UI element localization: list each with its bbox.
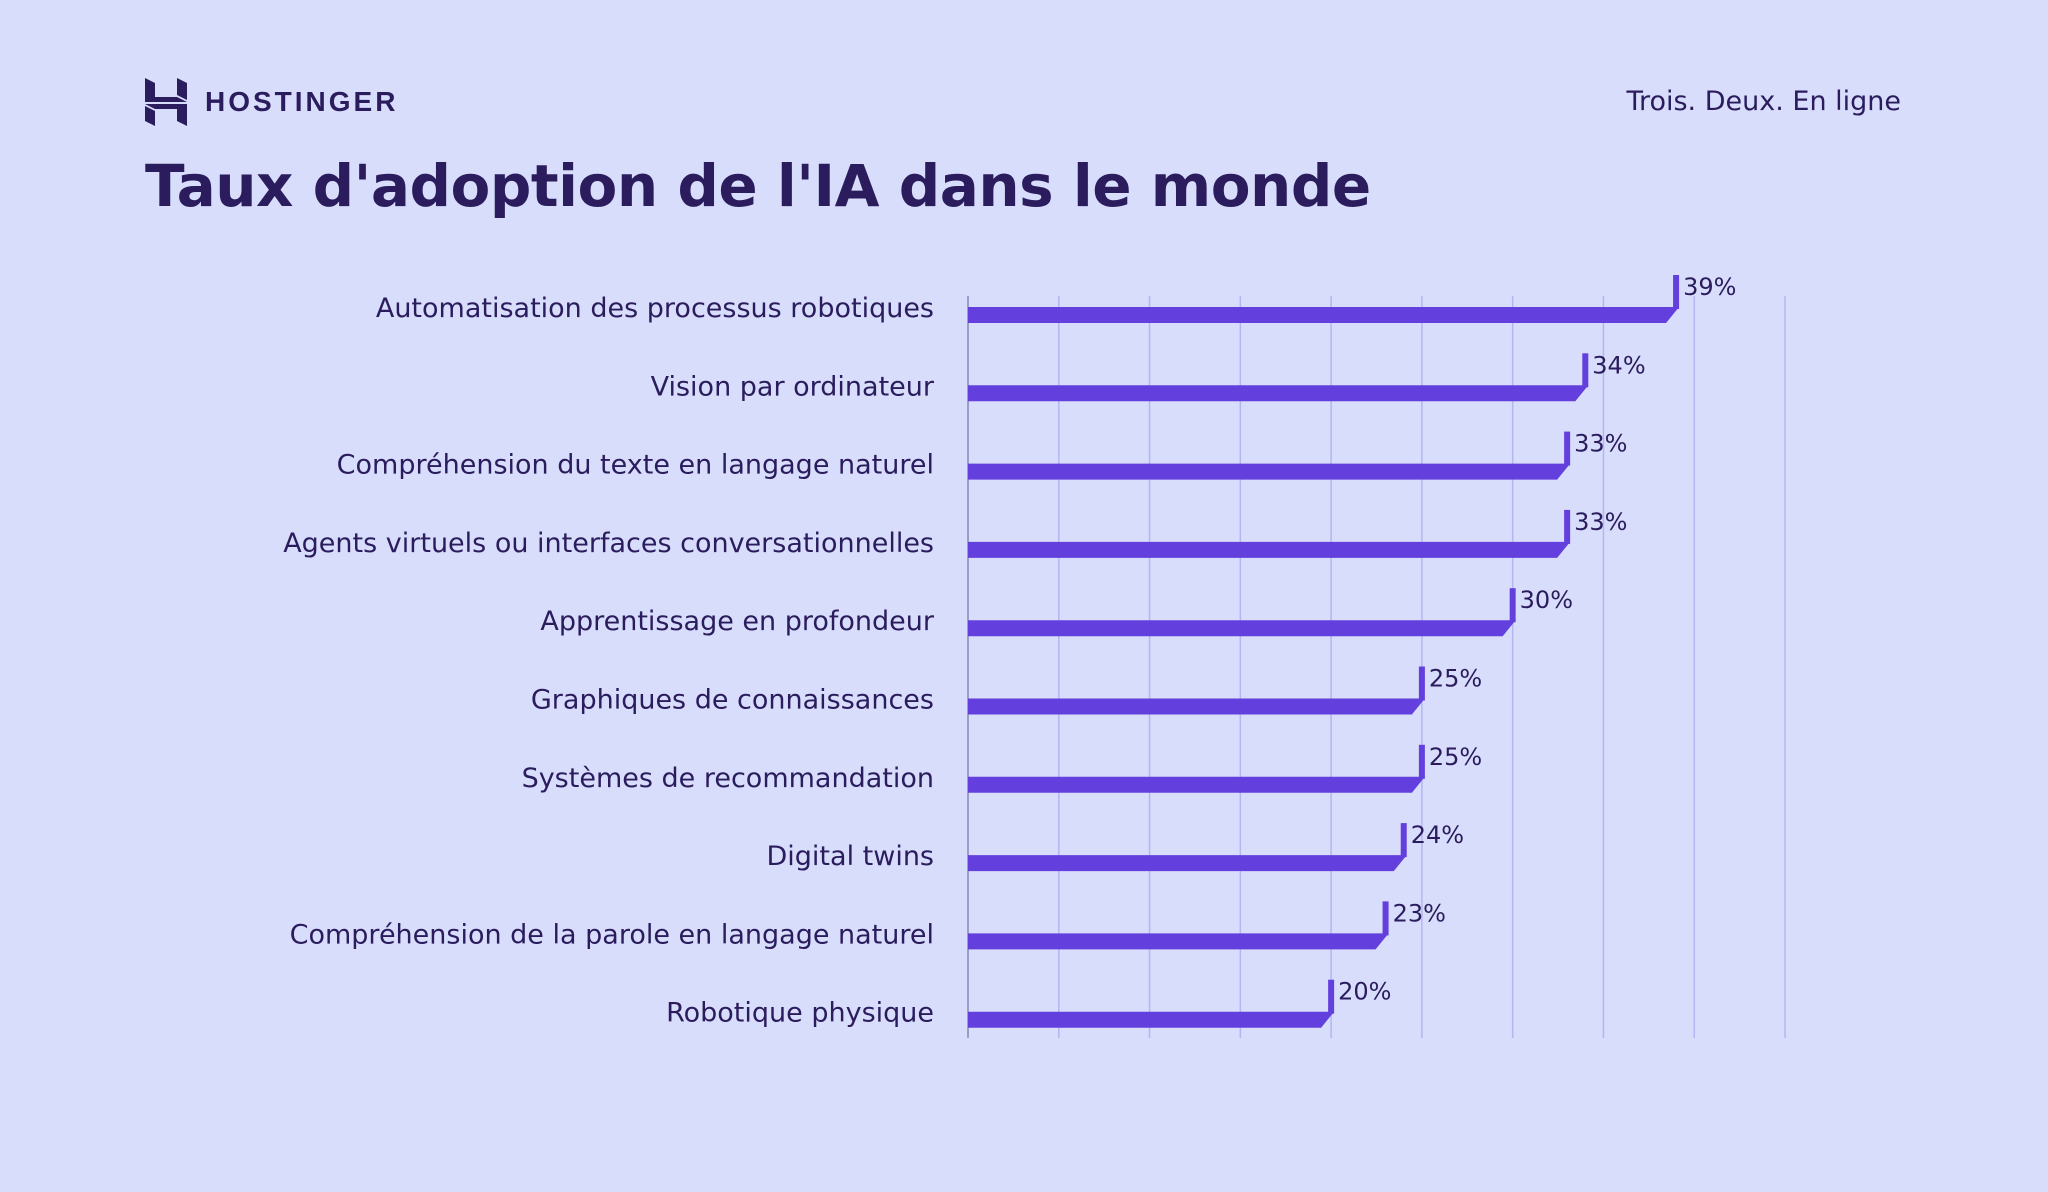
data-label: 34% bbox=[1592, 351, 1645, 379]
data-label: 33% bbox=[1574, 508, 1627, 536]
bar-end-tick bbox=[1564, 431, 1571, 466]
bar-end-tick bbox=[1509, 588, 1516, 623]
category-label: Robotique physique bbox=[666, 998, 934, 1029]
data-label: 24% bbox=[1411, 821, 1464, 849]
data-label: 20% bbox=[1338, 978, 1391, 1006]
bar-end-tick bbox=[1418, 744, 1425, 779]
bar bbox=[968, 698, 1425, 715]
category-label: Graphiques de connaissances bbox=[531, 685, 934, 716]
category-label: Compréhension du texte en langage nature… bbox=[337, 450, 934, 481]
brand-name: HOSTINGER bbox=[205, 86, 399, 117]
hostinger-h-icon bbox=[145, 78, 187, 126]
category-label: Compréhension de la parole en langage na… bbox=[290, 919, 934, 950]
category-label: Vision par ordinateur bbox=[651, 371, 935, 402]
bar-end-tick bbox=[1328, 979, 1335, 1014]
category-label: Agents virtuels ou interfaces conversati… bbox=[283, 528, 934, 559]
category-label: Digital twins bbox=[767, 841, 935, 872]
chart-title: Taux d'adoption de l'IA dans le monde bbox=[145, 152, 1371, 220]
data-label: 30% bbox=[1520, 586, 1573, 614]
data-label: 23% bbox=[1393, 899, 1446, 927]
bar-end-tick bbox=[1673, 275, 1680, 309]
bar bbox=[968, 1011, 1335, 1028]
data-label: 33% bbox=[1574, 430, 1627, 458]
hostinger-logo: HOSTINGER bbox=[145, 78, 398, 126]
bar-end-tick bbox=[1418, 666, 1425, 701]
bar bbox=[968, 541, 1571, 558]
data-label: 25% bbox=[1429, 743, 1482, 771]
data-label: 39% bbox=[1683, 273, 1736, 301]
bar-end-tick bbox=[1582, 353, 1589, 388]
data-label: 25% bbox=[1429, 665, 1482, 693]
category-label: Apprentissage en profondeur bbox=[540, 606, 935, 637]
category-label: Automatisation des processus robotiques bbox=[376, 293, 934, 324]
tagline: Trois. Deux. En ligne bbox=[1626, 86, 1901, 117]
bar bbox=[968, 463, 1571, 480]
bar bbox=[968, 307, 1680, 323]
bar bbox=[968, 855, 1407, 872]
bar-end-tick bbox=[1400, 823, 1407, 858]
bar bbox=[968, 385, 1589, 402]
bar-end-tick bbox=[1564, 509, 1571, 544]
bar bbox=[968, 933, 1389, 950]
bar-end-tick bbox=[1382, 901, 1389, 936]
category-label: Systèmes de recommandation bbox=[522, 763, 934, 794]
bar bbox=[968, 620, 1516, 637]
bar bbox=[968, 776, 1425, 793]
